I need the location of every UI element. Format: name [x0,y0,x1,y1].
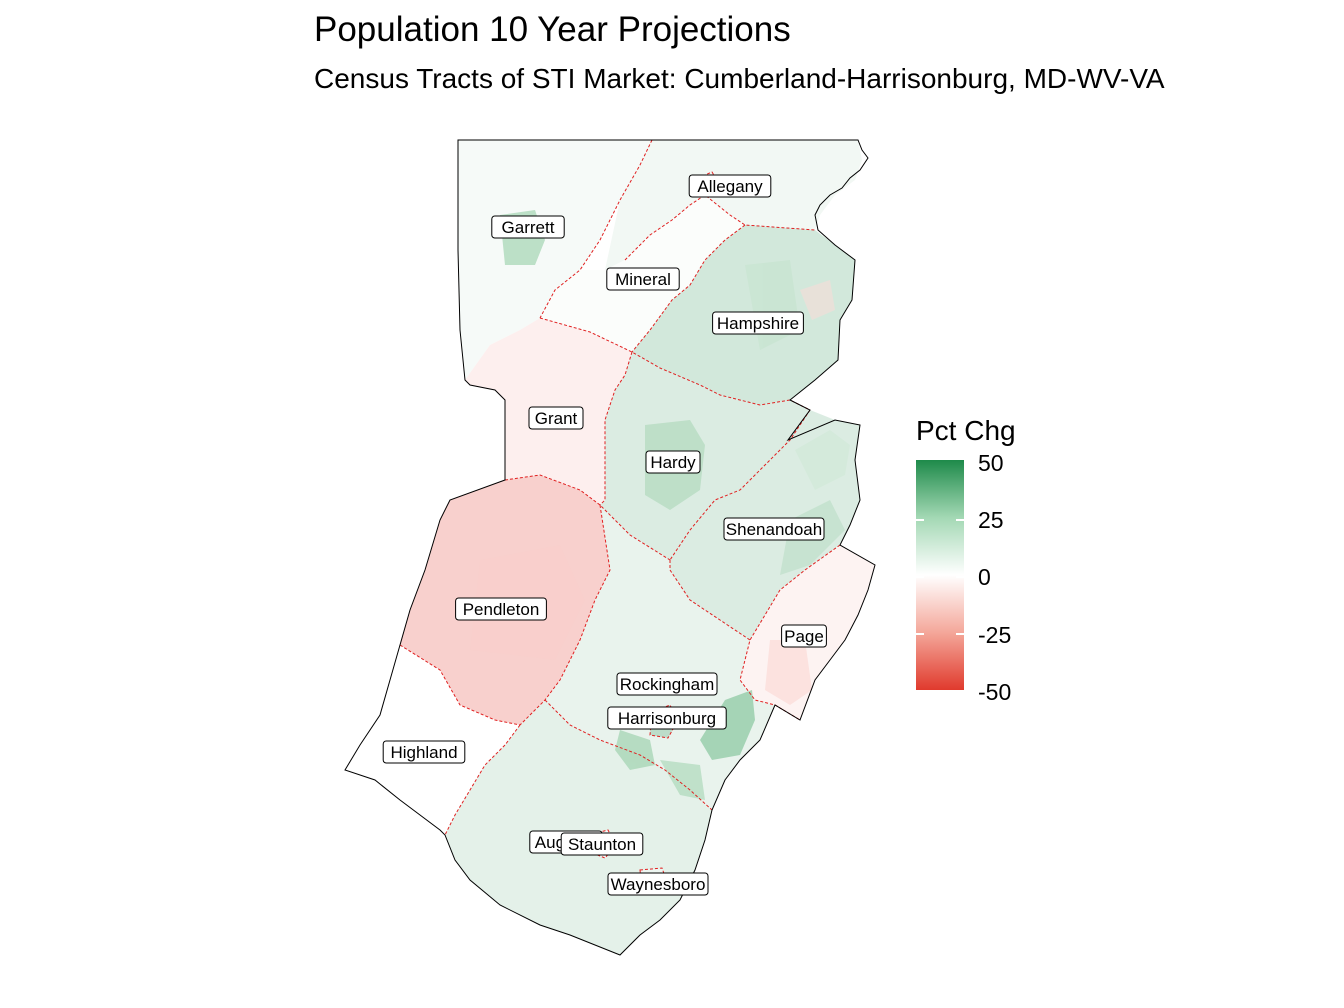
county-label-text: Shenandoah [726,520,822,539]
county-region-garrett [458,140,652,380]
legend-tick-label: -50 [978,679,1012,705]
county-label-text: Page [784,627,824,646]
county-label-box [607,706,727,730]
county-label-box [606,267,680,291]
county-label-staunton: Staunton [560,832,644,856]
county-label-grant: Grant [528,406,584,430]
county-label-box [723,517,825,541]
county-label-rockingham: Rockingham [616,672,718,696]
legend-tick-label: -25 [978,622,1012,648]
market-outline [344,139,876,956]
county-label-text: Grant [535,409,578,428]
county-region-highland [345,645,520,830]
county-label-mineral: Mineral [606,267,680,291]
county-label-shenandoah: Shenandoah [723,517,825,541]
county-labels: Allegany Garrett Mineral Hampshire Grant Hard… [382,174,827,896]
county-label-page: Page [781,624,827,648]
county-label-box [528,406,584,430]
legend-tick-label: 50 [978,450,1004,476]
county-label-box [616,672,718,696]
county-label-box [607,872,709,896]
county-label-highland: Highland [382,740,466,764]
county-label-box [560,832,644,856]
county-label-allegany: Allegany [688,174,772,198]
county-label-text: Allegany [697,177,763,196]
county-label-hampshire: Hampshire [712,311,804,335]
county-label-box [382,740,466,764]
county-label-text: Mineral [615,270,671,289]
legend-title: Pct Chg [916,415,1016,446]
county-label-box [712,311,804,335]
county-label-garrett: Garrett [491,215,565,239]
county-label-text: Rockingham [620,675,715,694]
county-boundaries [399,139,841,894]
county-label-harrisonburg: Harrisonburg [607,706,727,730]
county-label-text: Pendleton [463,600,540,619]
county-label-box [455,597,547,621]
county-label-box [781,624,827,648]
county-label-text: Staunton [568,835,636,854]
legend-tick-label: 0 [978,564,991,590]
legend-color-bar [916,460,964,690]
county-label-box [491,215,565,239]
county-label-text: Hardy [650,453,696,472]
county-label-pendleton: Pendleton [455,597,547,621]
county-label-text: Waynesboro [611,875,706,894]
county-region-allegany [605,140,862,270]
county-region-hardy [600,352,810,560]
county-label-hardy: Hardy [645,450,701,474]
legend-tick-label: 25 [978,507,1004,533]
map-title: Population 10 Year Projections [314,10,791,49]
county-label-box [645,450,701,474]
map-subtitle: Census Tracts of STI Market: Cumberland-… [314,63,1165,94]
county-label-text: Harrisonburg [618,709,716,728]
county-label-text: Garrett [502,218,555,237]
county-label-text: Hampshire [717,314,799,333]
county-label-waynesboro: Waynesboro [607,872,709,896]
county-label-box [688,174,772,198]
county-label-text: Highland [390,743,457,762]
